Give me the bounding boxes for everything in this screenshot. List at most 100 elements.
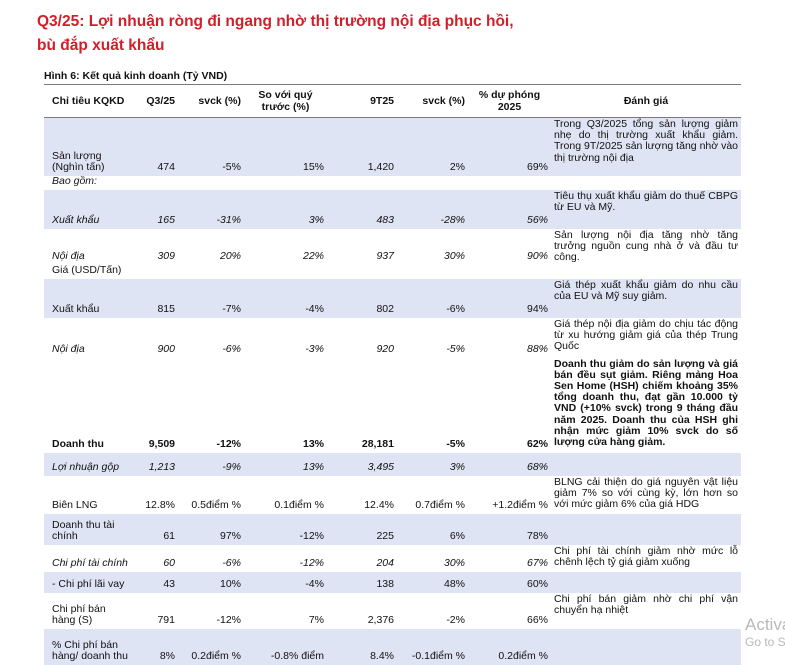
comment-cell: Chi phí tài chính giảm nhờ mức lỗ chênh … [554, 544, 738, 568]
column-header: So với quý trước (%) [244, 85, 327, 118]
column-header: % dự phóng 2025 [468, 85, 551, 118]
section-heading-line-1: Q3/25: Lợi nhuận ròng đi ngang nhờ thị t… [37, 13, 514, 30]
ytd-value-cell: 28,181 [361, 438, 394, 451]
qoq-cell: -0.8% điểm [244, 628, 327, 665]
ytd-yoy-cell [397, 176, 468, 190]
indicator-cell: % Chi phí bán hàng/ doanh thu [44, 628, 131, 665]
comment-cell [551, 571, 741, 593]
ytd-yoy-cell: 0.7điểm % [415, 499, 465, 512]
yoy-cell: -12% [216, 438, 241, 451]
section-heading: Q3/25: Lợi nhuận ròng đi ngang nhờ thị t… [37, 10, 557, 58]
q3-value-cell [131, 265, 178, 279]
q3-value-cell: 60 [163, 557, 175, 570]
qoq-cell: 3% [244, 189, 327, 229]
ytd-yoy-cell: 30% [443, 557, 465, 570]
q3-value-cell: 815 [131, 278, 178, 318]
ytd-value-cell: 204 [376, 557, 394, 570]
table-row: Giá (USD/Tấn) [44, 265, 741, 279]
qoq-cell [244, 176, 327, 190]
comment-cell [551, 513, 741, 545]
indicator-cell: Chi phí bán hàng (S) [52, 603, 106, 627]
ytd-value-cell: 483 [327, 189, 397, 229]
ytd-yoy-cell: 2% [397, 117, 468, 176]
qoq-cell: 13% [244, 452, 327, 476]
indicator-cell: Xuất khẩu [44, 278, 131, 318]
qoq-cell: 7% [308, 614, 324, 627]
column-header: 9T25 [327, 85, 397, 118]
figure-title: Hình 6: Kết quả kinh doanh (Tỷ VND) [44, 70, 228, 82]
comment-cell: Doanh thu giảm do sản lượng và giá bán đ… [554, 357, 738, 448]
yoy-cell: 10% [178, 571, 244, 593]
ytd-value-cell: 937 [376, 250, 394, 263]
table-row: Doanh thu tài chính 61 97% -12% 225 6% 78% [44, 513, 741, 545]
comment-cell: Giá thép xuất khẩu giảm do nhu cầu của E… [551, 278, 741, 318]
forecast-cell: 69% [468, 117, 551, 176]
ytd-value-cell: 225 [327, 513, 397, 545]
qoq-cell: 13% [302, 438, 324, 451]
indicator-cell: Biên LNG [52, 499, 98, 512]
ytd-value-cell: 138 [327, 571, 397, 593]
q3-value-cell: 474 [131, 117, 178, 176]
table-header-row: Chỉ tiêu KQKD Q3/25 svck (%) So với quý … [44, 85, 741, 118]
indicator-cell: - Chi phí lãi vay [44, 571, 131, 593]
q3-value-cell: 61 [131, 513, 178, 545]
qoq-cell: -4% [244, 278, 327, 318]
comment-cell [551, 452, 741, 476]
forecast-cell: 0.2điểm % [468, 628, 551, 665]
ytd-value-cell: 12.4% [364, 499, 394, 512]
comment-cell: BLNG cải thiện do giá nguyên vật liệu gi… [554, 475, 738, 510]
yoy-cell: -9% [178, 452, 244, 476]
qoq-cell: 15% [244, 117, 327, 176]
q3-value-cell [131, 176, 178, 190]
qoq-cell: -3% [305, 343, 324, 356]
q3-value-cell: 8% [131, 628, 178, 665]
table-row: Bao gồm: [44, 176, 741, 190]
q3-value-cell: 43 [131, 571, 178, 593]
activation-watermark: Activate Windows Go to Settings to activ… [745, 616, 785, 650]
table-row: Nội địa 309 20% 22% 937 30% 90% Sản lượng nội đ… [44, 229, 741, 265]
ytd-yoy-cell: 30% [443, 250, 465, 263]
ytd-yoy-cell: 6% [397, 513, 468, 545]
forecast-cell: 66% [526, 614, 548, 627]
column-header: Chỉ tiêu KQKD [44, 85, 131, 118]
ytd-value-cell: 8.4% [327, 628, 397, 665]
indicator-cell: Doanh thu [52, 438, 104, 451]
ytd-yoy-cell: -6% [397, 278, 468, 318]
table-row: Sản lượng (Nghìn tấn) 474 -5% 15% 1,420 2% 69%… [44, 117, 741, 176]
comment-cell: Chi phí bán giảm nhờ chi phí vận chuyển … [554, 592, 738, 616]
ytd-yoy-cell: -5% [446, 343, 465, 356]
forecast-cell: 90% [526, 250, 548, 263]
forecast-cell [468, 265, 551, 279]
forecast-cell: +1.2điểm % [492, 499, 548, 512]
table-row: Lợi nhuận gộp 1,213 -9% 13% 3,495 3% 68% [44, 452, 741, 476]
forecast-cell: 62% [526, 438, 548, 451]
comment-cell: Trong Q3/2025 tổng sản lượng giảm nhẹ do… [551, 117, 741, 176]
indicator-cell: Lợi nhuận gộp [44, 452, 131, 476]
table-row: Chi phí bán hàng (S) 791 -12% 7% 2,376 -2% 66%… [44, 593, 741, 629]
business-results-table: Chỉ tiêu KQKD Q3/25 svck (%) So với quý … [44, 85, 741, 665]
yoy-cell: -6% [222, 343, 241, 356]
ytd-yoy-cell: -28% [397, 189, 468, 229]
table-row: Biên LNG 12.8% 0.5điểm % 0.1điểm % 12.4% 0.7đ… [44, 476, 741, 514]
ytd-value-cell [327, 176, 397, 190]
table-row: - Chi phí lãi vay 43 10% -4% 138 48% 60% [44, 571, 741, 593]
table-row: Xuất khẩu 165 -31% 3% 483 -28% 56% Tiêu thụ xuấ… [44, 189, 741, 229]
section-heading-line-2: bù đắp xuất khẩu [37, 37, 165, 54]
yoy-cell: -5% [178, 117, 244, 176]
qoq-cell: 0.1điểm % [274, 499, 324, 512]
ytd-value-cell: 920 [376, 343, 394, 356]
qoq-cell [244, 265, 327, 279]
q3-value-cell: 1,213 [131, 452, 178, 476]
indicator-cell: Nội địa [52, 250, 85, 263]
q3-value-cell: 165 [131, 189, 178, 229]
ytd-value-cell: 802 [327, 278, 397, 318]
yoy-cell [178, 265, 244, 279]
comment-cell [551, 176, 741, 190]
yoy-cell: 20% [219, 250, 241, 263]
ytd-value-cell: 2,376 [367, 614, 394, 627]
ytd-yoy-cell: -2% [446, 614, 465, 627]
qoq-cell: -4% [244, 571, 327, 593]
forecast-cell [468, 176, 551, 190]
watermark-line-2: Go to Settings to activate Windows. [745, 635, 785, 649]
ytd-value-cell: 3,495 [327, 452, 397, 476]
